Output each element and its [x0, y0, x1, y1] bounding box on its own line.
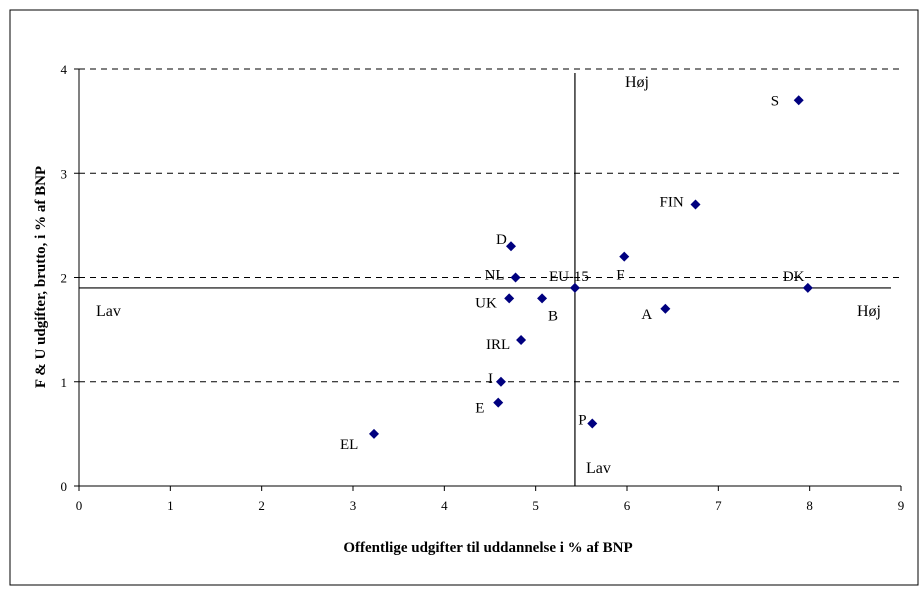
point-label-s: S [771, 93, 779, 109]
data-point-e [493, 397, 504, 408]
x-tick-labels: 0 1 2 3 4 5 6 7 8 9 [76, 498, 905, 513]
point-label-el: EL [340, 437, 358, 453]
x-tick-label-3: 3 [350, 498, 357, 513]
point-labels: S FIN D F NL EU-15 DK UK B A IRL IE P EL [340, 93, 805, 453]
x-tick-label-0: 0 [76, 498, 83, 513]
point-label-eu-15: EU-15 [549, 269, 589, 285]
y-tick-label-3: 3 [61, 166, 68, 181]
data-point-s [793, 95, 804, 106]
x-tick-label-4: 4 [441, 498, 448, 513]
data-point-irl [516, 335, 527, 346]
quadrant-label-top: Høj [625, 74, 649, 91]
data-point-eu-15 [569, 282, 580, 293]
data-point-uk [504, 293, 515, 304]
x-axis-title: Offentlige udgifter til uddannelse i % a… [343, 540, 632, 556]
data-point-b [537, 293, 548, 304]
x-tick-label-5: 5 [532, 498, 539, 513]
point-label-i: I [488, 371, 493, 387]
data-point-nl [510, 272, 521, 283]
data-point-d [506, 241, 517, 252]
y-tick-label-4: 4 [61, 62, 68, 77]
y-tick-label-0: 0 [61, 479, 68, 494]
point-label-dk: DK [783, 269, 805, 285]
data-point-a [660, 303, 671, 314]
data-point-f [619, 251, 630, 262]
x-tick-label-1: 1 [167, 498, 174, 513]
point-label-p: P [578, 412, 586, 428]
point-label-irl: IRL [486, 337, 510, 353]
point-label-a: A [641, 307, 652, 323]
point-label-e: E [475, 401, 484, 417]
point-label-uk: UK [475, 295, 497, 311]
axes [74, 68, 902, 491]
y-tick-label-1: 1 [61, 375, 68, 390]
x-tick-label-6: 6 [624, 498, 631, 513]
quadrant-label-left: Lav [96, 303, 121, 320]
point-label-f: F [616, 268, 624, 284]
point-label-fin: FIN [660, 195, 684, 211]
data-point-dk [802, 282, 813, 293]
y-axis-title: F & U udgifter, brutto, i % af BNP [33, 166, 49, 388]
quadrant-label-right: Høj [857, 303, 881, 320]
data-point-p [587, 418, 598, 429]
reference-lines [79, 73, 891, 486]
y-tick-labels: 0 1 2 3 4 [61, 62, 68, 494]
x-tick-label-7: 7 [715, 498, 722, 513]
chart-border [9, 9, 919, 586]
x-tick-label-2: 2 [258, 498, 265, 513]
data-point-i [495, 376, 506, 387]
data-point-fin [690, 199, 701, 210]
y-tick-label-2: 2 [61, 271, 68, 286]
data-points [369, 95, 813, 439]
data-point-el [369, 428, 380, 439]
grid-lines [79, 68, 901, 383]
point-label-b: B [548, 308, 558, 324]
quadrant-label-bottom: Lav [586, 460, 611, 477]
point-label-nl: NL [485, 268, 505, 284]
x-tick-label-9: 9 [898, 498, 905, 513]
x-tick-label-8: 8 [806, 498, 813, 513]
point-label-d: D [496, 232, 507, 248]
